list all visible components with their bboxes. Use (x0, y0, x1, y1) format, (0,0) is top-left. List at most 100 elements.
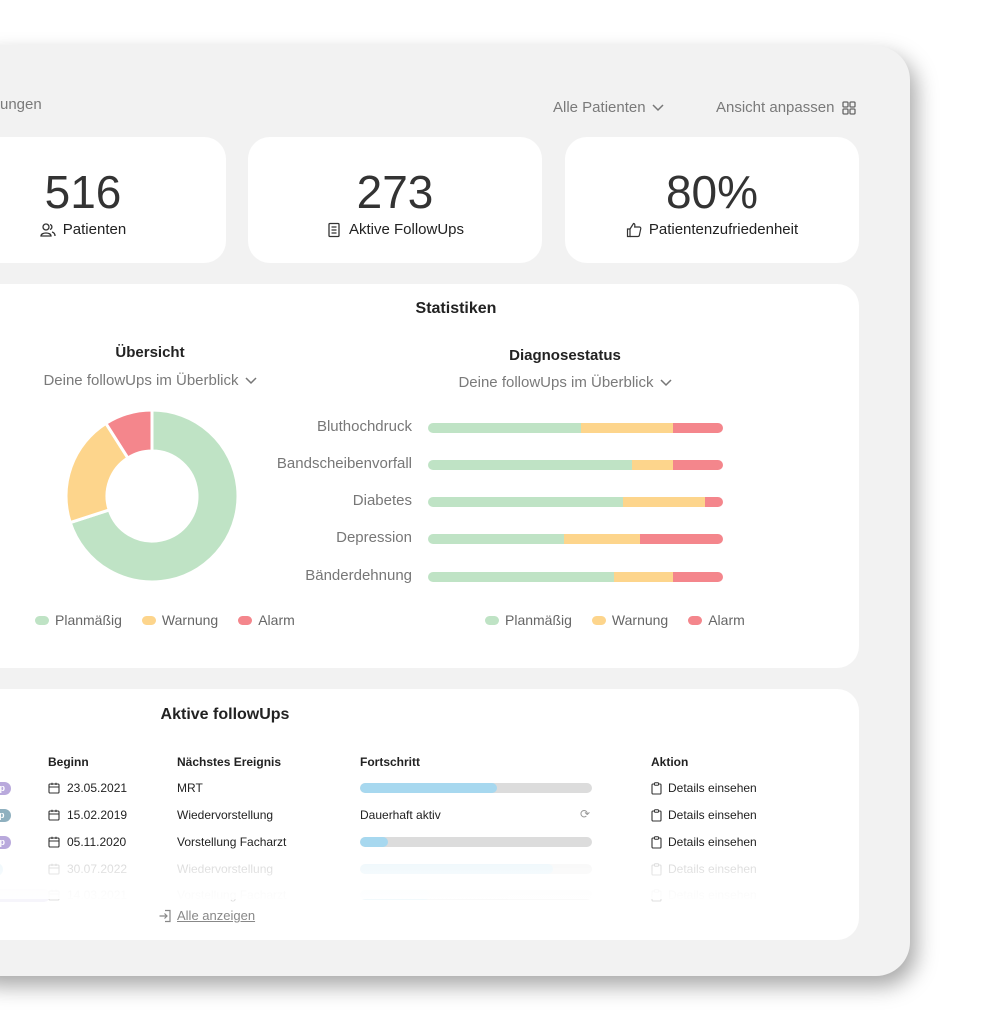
progress-text: Dauerhaft aktiv (360, 808, 441, 822)
clipboard-icon (651, 808, 662, 822)
diagnosis-stacked-bar (428, 534, 723, 544)
diagnosis-row: Bandscheibenvorfall (0, 455, 800, 475)
kpi-label-row: Aktive FollowUps (248, 221, 542, 238)
overview-dropdown-label: Deine followUps im Überblick (43, 372, 239, 389)
kpi-label: Aktive FollowUps (348, 221, 465, 238)
progress-fill (360, 837, 388, 847)
customize-view-label: Ansicht anpassen (716, 99, 835, 116)
thumbs-up-icon (626, 222, 642, 237)
diagnosis-row: Bluthochdruck (0, 418, 800, 438)
page-title: ungen (0, 96, 42, 113)
kpi-card-patients[interactable]: 516 Patienten (0, 137, 226, 263)
kpi-card-followups[interactable]: 273 Aktive FollowUps (248, 137, 542, 263)
kpi-value: 273 (356, 166, 434, 218)
kpi-label: Patientenzufriedenheit (648, 221, 799, 238)
followup-type-badge: wUp (0, 836, 11, 849)
details-label: Details einsehen (668, 808, 757, 822)
bar-segment-warnung[interactable] (631, 460, 673, 470)
diagnosis-label: Diabetes (352, 492, 412, 509)
details-button[interactable]: Details einsehen (651, 781, 757, 795)
col-header-next-event[interactable]: Nächstes Ereignis (177, 755, 282, 769)
grid-icon (842, 100, 857, 115)
legend-item-planned: Planmäßig (485, 612, 572, 628)
users-icon (40, 222, 56, 237)
table-fade-overlay (0, 849, 859, 899)
bar-segment-alarm[interactable] (672, 423, 723, 433)
patient-filter-dropdown[interactable]: Alle Patienten (553, 99, 664, 116)
col-header-action[interactable]: Aktion (651, 755, 689, 769)
bar-segment-warnung[interactable] (622, 497, 706, 507)
followups-title: Aktive followUps (160, 706, 290, 723)
bar-segment-warnung[interactable] (613, 572, 673, 582)
bar-segment-planmäßig[interactable] (428, 423, 582, 433)
bar-segment-alarm[interactable] (640, 534, 723, 544)
bar-segment-warnung[interactable] (581, 423, 673, 433)
legend-item-warning: Warnung (591, 612, 669, 628)
refresh-icon: ⟳ (580, 807, 591, 821)
legend-label: Alarm (258, 612, 295, 628)
progress-fill (360, 783, 497, 793)
diagnosis-stacked-bar (428, 460, 723, 470)
show-all-label[interactable]: Alle anzeigen (177, 908, 256, 923)
kpi-card-satisfaction[interactable]: 80% Patientenzufriedenheit (565, 137, 859, 263)
legend-label: Alarm (708, 612, 745, 628)
start-date-cell: 05.11.2020 (48, 835, 126, 849)
legend-swatch (35, 615, 49, 625)
bar-segment-planmäßig[interactable] (428, 572, 614, 582)
legend-item-alarm: Alarm (238, 612, 295, 628)
legend-item-planned: Planmäßig (35, 612, 122, 628)
bar-segment-planmäßig[interactable] (428, 460, 632, 470)
show-all-link[interactable]: Alle anzeigen (158, 908, 255, 923)
next-event-cell: Vorstellung Facharzt (177, 835, 287, 849)
details-label: Details einsehen (668, 781, 757, 795)
followup-type-badge: wUp (0, 782, 11, 795)
start-date-cell: 15.02.2019 (48, 808, 127, 822)
overview-title: Übersicht (115, 344, 185, 361)
next-event-cell: Wiedervorstellung (177, 808, 274, 822)
bar-segment-alarm[interactable] (705, 497, 723, 507)
progress-bar (360, 837, 592, 847)
overview-donut-chart (64, 408, 240, 584)
legend-swatch (141, 615, 156, 625)
donut-slice-alarm[interactable] (103, 408, 154, 461)
diagnosis-dropdown[interactable]: Deine followUps im Überblick (415, 374, 715, 391)
clipboard-icon (651, 781, 662, 795)
bar-segment-warnung[interactable] (563, 534, 641, 544)
statistics-card: Statistiken Übersicht Deine followUps im… (0, 284, 859, 668)
bar-segment-planmäßig[interactable] (428, 497, 623, 507)
legend-label: Warnung (611, 612, 669, 628)
start-date: 23.05.2021 (67, 781, 128, 795)
diagnosis-title: Diagnosestatus (509, 347, 621, 364)
login-arrow-icon (159, 909, 171, 922)
start-date: 05.11.2020 (67, 835, 127, 849)
details-button[interactable]: Details einsehen (651, 808, 757, 822)
chevron-down-icon (652, 103, 664, 111)
progress-bar (360, 783, 592, 793)
legend-label: Planmäßig (505, 612, 572, 628)
clipboard-icon (651, 835, 662, 849)
diagnosis-label: Bluthochdruck (316, 418, 412, 435)
diagnosis-stacked-bar (428, 572, 723, 582)
overview-legend: Planmäßig Warnung Alarm (35, 612, 295, 628)
diagnosis-row: Diabetes (0, 492, 800, 512)
bar-segment-alarm[interactable] (672, 460, 723, 470)
donut-slice-planmäßig[interactable] (68, 408, 240, 584)
col-header-start[interactable]: Beginn (48, 755, 89, 769)
calendar-icon (48, 809, 60, 821)
next-event-cell: MRT (177, 781, 203, 795)
legend-label: Planmäßig (55, 612, 122, 628)
kpi-label-row: Patienten (0, 221, 226, 238)
diagnosis-legend: Planmäßig Warnung Alarm (485, 612, 745, 628)
legend-swatch (688, 615, 703, 625)
diagnosis-bar-chart: Bluthochdruck Bandscheibenvorfall Diabetes… (0, 284, 800, 668)
col-header-progress[interactable]: Fortschritt (360, 755, 420, 769)
customize-view-button[interactable]: Ansicht anpassen (716, 99, 857, 116)
followup-type-badge: owUp (0, 809, 11, 822)
diagnosis-label: Depression (336, 529, 412, 546)
bar-segment-planmäßig[interactable] (428, 534, 564, 544)
overview-dropdown[interactable]: Deine followUps im Überblick (0, 372, 300, 389)
details-button[interactable]: Details einsehen (651, 835, 757, 849)
bar-segment-alarm[interactable] (672, 572, 723, 582)
legend-swatch (238, 615, 253, 625)
active-followups-card: Aktive followUps Beginn Nächstes Ereigni… (0, 689, 859, 940)
